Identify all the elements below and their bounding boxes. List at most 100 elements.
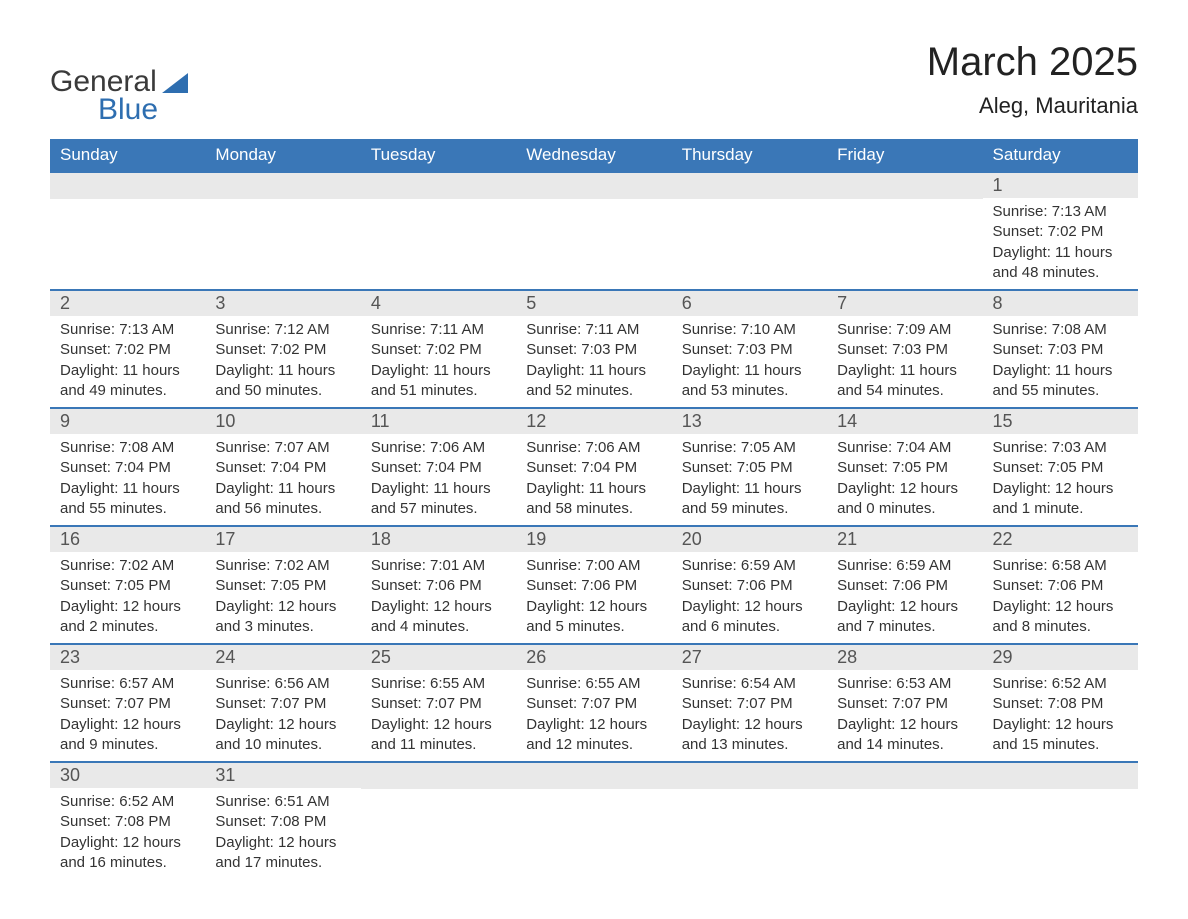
day-details: Sunrise: 7:04 AMSunset: 7:05 PMDaylight:… bbox=[827, 434, 982, 525]
sunrise-line: Sunrise: 7:09 AM bbox=[837, 320, 972, 340]
daylight-line: Daylight: 11 hours and 49 minutes. bbox=[60, 361, 195, 402]
day-details bbox=[50, 199, 205, 279]
day-details: Sunrise: 7:12 AMSunset: 7:02 PMDaylight:… bbox=[205, 316, 360, 407]
weekday-header: Thursday bbox=[672, 139, 827, 172]
day-number: 29 bbox=[983, 645, 1138, 670]
sunrise-line: Sunrise: 6:58 AM bbox=[993, 556, 1128, 576]
calendar-day-cell: 30Sunrise: 6:52 AMSunset: 7:08 PMDayligh… bbox=[50, 762, 205, 879]
day-number: 26 bbox=[516, 645, 671, 670]
sunset-line: Sunset: 7:03 PM bbox=[993, 340, 1128, 360]
sunset-line: Sunset: 7:04 PM bbox=[526, 458, 661, 478]
daylight-line: Daylight: 12 hours and 9 minutes. bbox=[60, 715, 195, 756]
daylight-line: Daylight: 12 hours and 8 minutes. bbox=[993, 597, 1128, 638]
sunset-line: Sunset: 7:04 PM bbox=[215, 458, 350, 478]
daylight-line: Daylight: 12 hours and 7 minutes. bbox=[837, 597, 972, 638]
logo: General Blue bbox=[50, 65, 188, 127]
daylight-line: Daylight: 11 hours and 52 minutes. bbox=[526, 361, 661, 402]
sunset-line: Sunset: 7:05 PM bbox=[837, 458, 972, 478]
day-number: 28 bbox=[827, 645, 982, 670]
logo-triangle-icon bbox=[162, 73, 188, 93]
daylight-line: Daylight: 12 hours and 12 minutes. bbox=[526, 715, 661, 756]
calendar-day-cell: 19Sunrise: 7:00 AMSunset: 7:06 PMDayligh… bbox=[516, 526, 671, 644]
calendar-day-cell: 22Sunrise: 6:58 AMSunset: 7:06 PMDayligh… bbox=[983, 526, 1138, 644]
day-number: 4 bbox=[361, 291, 516, 316]
sunrise-line: Sunrise: 6:56 AM bbox=[215, 674, 350, 694]
day-details: Sunrise: 6:52 AMSunset: 7:08 PMDaylight:… bbox=[50, 788, 205, 879]
calendar-day-cell: 3Sunrise: 7:12 AMSunset: 7:02 PMDaylight… bbox=[205, 290, 360, 408]
calendar-day-cell: 16Sunrise: 7:02 AMSunset: 7:05 PMDayligh… bbox=[50, 526, 205, 644]
day-number bbox=[827, 173, 982, 199]
sunrise-line: Sunrise: 7:04 AM bbox=[837, 438, 972, 458]
day-details: Sunrise: 6:59 AMSunset: 7:06 PMDaylight:… bbox=[827, 552, 982, 643]
day-details: Sunrise: 7:01 AMSunset: 7:06 PMDaylight:… bbox=[361, 552, 516, 643]
sunset-line: Sunset: 7:07 PM bbox=[215, 694, 350, 714]
calendar-week-row: 2Sunrise: 7:13 AMSunset: 7:02 PMDaylight… bbox=[50, 290, 1138, 408]
sunrise-line: Sunrise: 7:13 AM bbox=[60, 320, 195, 340]
day-number: 13 bbox=[672, 409, 827, 434]
day-number bbox=[983, 763, 1138, 789]
sunrise-line: Sunrise: 6:55 AM bbox=[371, 674, 506, 694]
day-details bbox=[516, 789, 671, 869]
day-number: 16 bbox=[50, 527, 205, 552]
sunset-line: Sunset: 7:06 PM bbox=[837, 576, 972, 596]
day-number: 14 bbox=[827, 409, 982, 434]
calendar-day-cell: 5Sunrise: 7:11 AMSunset: 7:03 PMDaylight… bbox=[516, 290, 671, 408]
sunrise-line: Sunrise: 7:08 AM bbox=[60, 438, 195, 458]
sunrise-line: Sunrise: 6:59 AM bbox=[682, 556, 817, 576]
calendar-day-cell: 14Sunrise: 7:04 AMSunset: 7:05 PMDayligh… bbox=[827, 408, 982, 526]
day-details bbox=[827, 789, 982, 869]
sunrise-line: Sunrise: 7:13 AM bbox=[993, 202, 1128, 222]
calendar-day-cell: 18Sunrise: 7:01 AMSunset: 7:06 PMDayligh… bbox=[361, 526, 516, 644]
sunset-line: Sunset: 7:03 PM bbox=[682, 340, 817, 360]
sunset-line: Sunset: 7:05 PM bbox=[60, 576, 195, 596]
day-details: Sunrise: 7:05 AMSunset: 7:05 PMDaylight:… bbox=[672, 434, 827, 525]
sunrise-line: Sunrise: 7:10 AM bbox=[682, 320, 817, 340]
calendar-day-cell: 1Sunrise: 7:13 AMSunset: 7:02 PMDaylight… bbox=[983, 172, 1138, 290]
daylight-line: Daylight: 11 hours and 54 minutes. bbox=[837, 361, 972, 402]
day-details: Sunrise: 6:55 AMSunset: 7:07 PMDaylight:… bbox=[516, 670, 671, 761]
day-number: 9 bbox=[50, 409, 205, 434]
day-details: Sunrise: 6:53 AMSunset: 7:07 PMDaylight:… bbox=[827, 670, 982, 761]
day-number: 23 bbox=[50, 645, 205, 670]
calendar-day-cell: 12Sunrise: 7:06 AMSunset: 7:04 PMDayligh… bbox=[516, 408, 671, 526]
sunset-line: Sunset: 7:08 PM bbox=[60, 812, 195, 832]
day-details: Sunrise: 7:13 AMSunset: 7:02 PMDaylight:… bbox=[983, 198, 1138, 289]
calendar-day-cell: 9Sunrise: 7:08 AMSunset: 7:04 PMDaylight… bbox=[50, 408, 205, 526]
daylight-line: Daylight: 11 hours and 55 minutes. bbox=[60, 479, 195, 520]
day-details: Sunrise: 7:08 AMSunset: 7:04 PMDaylight:… bbox=[50, 434, 205, 525]
day-number bbox=[672, 173, 827, 199]
sunrise-line: Sunrise: 6:53 AM bbox=[837, 674, 972, 694]
sunset-line: Sunset: 7:07 PM bbox=[60, 694, 195, 714]
day-number bbox=[516, 763, 671, 789]
day-number: 3 bbox=[205, 291, 360, 316]
weekday-header: Sunday bbox=[50, 139, 205, 172]
calendar-day-cell: 6Sunrise: 7:10 AMSunset: 7:03 PMDaylight… bbox=[672, 290, 827, 408]
calendar-day-cell: 7Sunrise: 7:09 AMSunset: 7:03 PMDaylight… bbox=[827, 290, 982, 408]
calendar-day-cell: 20Sunrise: 6:59 AMSunset: 7:06 PMDayligh… bbox=[672, 526, 827, 644]
calendar-day-cell bbox=[827, 172, 982, 290]
daylight-line: Daylight: 11 hours and 59 minutes. bbox=[682, 479, 817, 520]
weekday-header: Saturday bbox=[983, 139, 1138, 172]
sunset-line: Sunset: 7:08 PM bbox=[215, 812, 350, 832]
day-number: 18 bbox=[361, 527, 516, 552]
day-number: 12 bbox=[516, 409, 671, 434]
daylight-line: Daylight: 12 hours and 13 minutes. bbox=[682, 715, 817, 756]
daylight-line: Daylight: 12 hours and 17 minutes. bbox=[215, 833, 350, 874]
calendar-week-row: 1Sunrise: 7:13 AMSunset: 7:02 PMDaylight… bbox=[50, 172, 1138, 290]
day-number: 21 bbox=[827, 527, 982, 552]
calendar-day-cell bbox=[672, 762, 827, 879]
calendar-day-cell: 4Sunrise: 7:11 AMSunset: 7:02 PMDaylight… bbox=[361, 290, 516, 408]
calendar-day-cell: 10Sunrise: 7:07 AMSunset: 7:04 PMDayligh… bbox=[205, 408, 360, 526]
day-number bbox=[672, 763, 827, 789]
weekday-header: Tuesday bbox=[361, 139, 516, 172]
calendar-week-row: 30Sunrise: 6:52 AMSunset: 7:08 PMDayligh… bbox=[50, 762, 1138, 879]
daylight-line: Daylight: 11 hours and 48 minutes. bbox=[993, 243, 1128, 284]
sunset-line: Sunset: 7:08 PM bbox=[993, 694, 1128, 714]
day-details: Sunrise: 6:51 AMSunset: 7:08 PMDaylight:… bbox=[205, 788, 360, 879]
calendar-week-row: 23Sunrise: 6:57 AMSunset: 7:07 PMDayligh… bbox=[50, 644, 1138, 762]
sunset-line: Sunset: 7:07 PM bbox=[837, 694, 972, 714]
daylight-line: Daylight: 11 hours and 57 minutes. bbox=[371, 479, 506, 520]
sunset-line: Sunset: 7:02 PM bbox=[993, 222, 1128, 242]
sunrise-line: Sunrise: 7:05 AM bbox=[682, 438, 817, 458]
day-details: Sunrise: 7:11 AMSunset: 7:02 PMDaylight:… bbox=[361, 316, 516, 407]
